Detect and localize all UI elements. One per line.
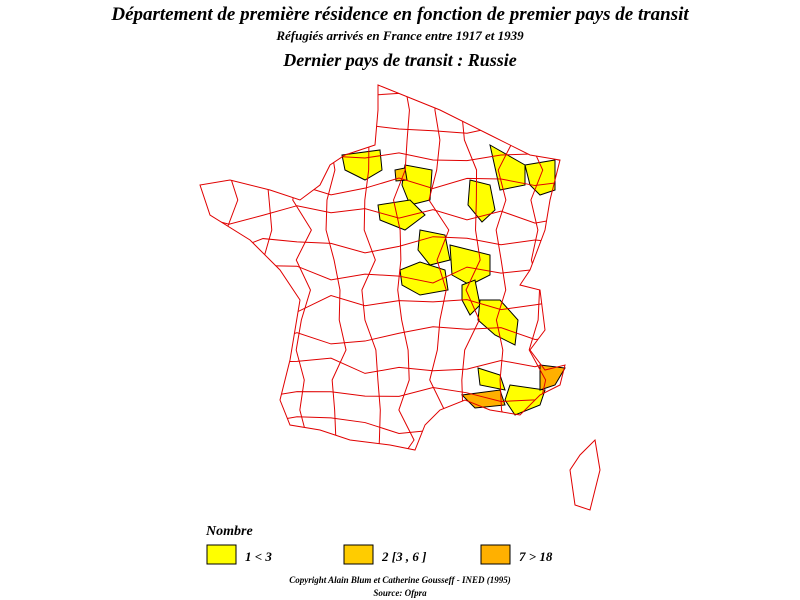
department-border — [392, 85, 415, 450]
corsica-outline — [569, 438, 601, 511]
shaded-department — [377, 199, 426, 231]
shaded-department — [477, 367, 506, 391]
subtitle: Réfugiés arrivés en France entre 1917 et… — [275, 28, 524, 43]
legend-label: 7 > 18 — [519, 549, 553, 564]
department-border — [200, 85, 209, 450]
department-border — [200, 122, 565, 136]
shaded-department — [477, 299, 519, 346]
shaded-department — [394, 167, 408, 182]
department-border — [200, 236, 565, 254]
department-borders — [200, 85, 565, 450]
department-border — [200, 326, 565, 345]
source: Source: Ofpra — [373, 588, 427, 598]
department-border — [200, 445, 565, 450]
shaded-department — [461, 279, 481, 316]
department-border — [292, 85, 312, 450]
department-border — [259, 85, 280, 450]
department-border — [325, 85, 347, 450]
copyright: Copyright Alain Blum et Catherine Gousse… — [289, 575, 511, 585]
shaded-department — [449, 244, 491, 286]
department-border — [223, 85, 245, 450]
legend: Nombre 1 < 3 2 [3 , 6 ] 7 > 18 — [205, 524, 553, 565]
department-border — [200, 416, 565, 434]
shaded-department — [417, 229, 451, 266]
departments — [341, 144, 566, 416]
department-border — [200, 86, 565, 104]
department-border — [200, 205, 565, 225]
france-outline — [199, 84, 566, 451]
department-border — [563, 85, 565, 450]
title: Département de première résidence en fon… — [110, 4, 689, 25]
legend-swatch — [206, 544, 237, 565]
department-border — [528, 85, 547, 450]
legend-label: 1 < 3 — [245, 549, 272, 564]
legend-label: 2 [3 , 6 ] — [381, 549, 426, 564]
shaded-department — [399, 261, 449, 296]
shaded-department — [467, 179, 496, 223]
legend-swatch — [343, 544, 374, 565]
heading: Dernier pays de transit : Russie — [282, 50, 517, 70]
legend-swatch — [480, 544, 511, 565]
legend-title: Nombre — [205, 524, 253, 539]
shaded-department — [401, 164, 433, 206]
department-border — [428, 85, 450, 450]
